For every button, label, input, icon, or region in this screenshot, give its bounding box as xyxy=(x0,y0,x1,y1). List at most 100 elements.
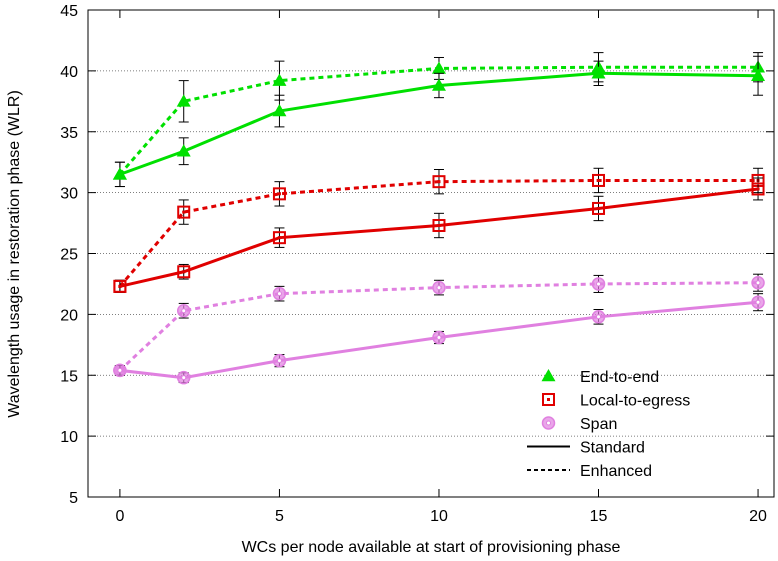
y-tick-label-10: 10 xyxy=(60,429,78,446)
data-point-local-to-egress-standard-2-outer xyxy=(272,231,286,245)
data-point-local-to-egress-enhanced-3-inner xyxy=(437,180,441,184)
y-axis-label: Wavelength usage in restoration phase (W… xyxy=(6,90,23,418)
data-point-local-to-egress-enhanced-1-inner xyxy=(182,210,186,214)
data-point-span-enhanced-4-inner xyxy=(596,281,602,287)
data-point-span-standard-1-inner xyxy=(181,375,187,381)
data-point-local-to-egress-standard-5 xyxy=(751,182,765,196)
legend-label-span: Span xyxy=(580,416,617,433)
data-point-span-standard-2-inner xyxy=(276,358,282,364)
legend-marker-local-to-egress-outer xyxy=(542,393,555,406)
y-tick-label-40: 40 xyxy=(60,64,78,81)
data-point-local-to-egress-standard-3-inner xyxy=(437,223,441,227)
series-line-end-to-end-enhanced xyxy=(118,65,759,176)
series-line-end-to-end-standard xyxy=(119,71,759,176)
data-point-local-to-egress-standard-0-inner xyxy=(118,284,122,288)
legend-label-standard: Standard xyxy=(580,440,645,457)
data-point-span-standard-2 xyxy=(272,353,287,368)
data-point-end-to-end-enhanced-1 xyxy=(176,94,191,107)
y-tick-label-20: 20 xyxy=(60,307,78,324)
data-point-local-to-egress-standard-4-outer xyxy=(592,201,606,215)
axis-ticks: 5 10 15 20 25 30 35 40 45 0 5 10 15 20 xyxy=(60,3,774,525)
series-local-to-egress-standard xyxy=(113,177,765,293)
data-point-local-to-egress-standard-5-inner xyxy=(756,187,760,191)
data-point-local-to-egress-enhanced-4-inner xyxy=(597,178,601,182)
x-tick-label-20: 20 xyxy=(749,508,767,525)
legend-marker-span-inner xyxy=(546,420,551,426)
data-point-local-to-egress-standard-5-outer xyxy=(751,182,765,196)
y-tick-label-5: 5 xyxy=(69,490,78,507)
data-point-local-to-egress-standard-3 xyxy=(432,218,446,232)
data-point-local-to-egress-standard-2 xyxy=(272,231,286,245)
data-point-local-to-egress-standard-2-inner xyxy=(277,236,281,240)
x-tick-label-15: 15 xyxy=(590,508,608,525)
data-point-span-enhanced-2 xyxy=(272,286,287,301)
data-point-local-to-egress-enhanced-2-outer xyxy=(272,187,286,201)
data-point-local-to-egress-enhanced-2 xyxy=(272,187,286,201)
y-tick-label-45: 45 xyxy=(60,3,78,20)
data-point-local-to-egress-standard-1-inner xyxy=(182,270,186,274)
data-point-span-standard-0-inner xyxy=(117,367,123,373)
data-point-span-enhanced-1-inner xyxy=(181,308,187,314)
series-line-local-to-egress-standard xyxy=(119,187,759,288)
data-point-span-standard-4 xyxy=(591,310,606,324)
series-group xyxy=(112,52,766,385)
data-point-span-standard-4-inner xyxy=(596,314,602,320)
series-line-span-standard xyxy=(119,300,759,380)
data-point-local-to-egress-enhanced-3-outer xyxy=(432,175,446,189)
x-tick-label-0: 0 xyxy=(115,508,124,525)
data-point-span-enhanced-4 xyxy=(591,277,606,291)
legend: End-to-end Local-to-egress Span Standard Enh… xyxy=(527,369,690,480)
series-line-local-to-egress-enhanced xyxy=(118,178,759,288)
data-point-span-enhanced-5-inner xyxy=(755,280,761,286)
y-tick-label-25: 25 xyxy=(60,247,78,264)
y-tick-label-15: 15 xyxy=(60,368,78,385)
data-point-span-enhanced-1 xyxy=(176,303,191,318)
data-point-local-to-egress-standard-4 xyxy=(592,201,606,215)
data-point-end-to-end-standard-5 xyxy=(751,68,766,81)
series-end-to-end-enhanced xyxy=(112,52,766,188)
data-point-local-to-egress-standard-0-outer xyxy=(113,279,127,293)
data-point-local-to-egress-standard-3-outer xyxy=(432,218,446,232)
data-point-local-to-egress-enhanced-1-outer xyxy=(177,205,191,219)
data-point-end-to-end-standard-2 xyxy=(272,104,287,117)
data-point-span-standard-0 xyxy=(113,363,127,378)
data-point-local-to-egress-standard-1-outer xyxy=(177,265,191,279)
legend-label-local-to-egress: Local-to-egress xyxy=(580,393,690,410)
data-point-span-enhanced-3 xyxy=(432,280,446,295)
data-point-end-to-end-standard-3 xyxy=(431,78,446,91)
data-point-end-to-end-standard-4 xyxy=(591,66,606,79)
series-line-span-enhanced xyxy=(118,281,759,372)
data-point-span-enhanced-3-inner xyxy=(436,285,442,291)
data-point-end-to-end-enhanced-2 xyxy=(272,73,287,86)
series-span-standard xyxy=(113,293,765,385)
data-point-local-to-egress-standard-4-inner xyxy=(597,206,601,210)
legend-marker-local-to-egress xyxy=(542,393,555,406)
legend-marker-local-to-egress-inner xyxy=(547,398,550,401)
y-tick-label-30: 30 xyxy=(60,186,78,203)
data-point-local-to-egress-enhanced-4-outer xyxy=(592,173,606,187)
data-point-span-standard-5-inner xyxy=(755,299,761,305)
data-point-end-to-end-standard-0 xyxy=(112,167,127,180)
x-tick-label-5: 5 xyxy=(275,508,284,525)
data-point-span-enhanced-2-inner xyxy=(276,291,282,297)
legend-label-end-to-end: End-to-end xyxy=(580,369,659,386)
y-tick-label-35: 35 xyxy=(60,125,78,142)
data-point-span-standard-5 xyxy=(751,295,765,309)
legend-label-enhanced: Enhanced xyxy=(580,463,652,480)
legend-marker-span xyxy=(541,416,556,430)
data-point-local-to-egress-enhanced-1 xyxy=(177,205,191,219)
x-axis-label: WCs per node available at start of provi… xyxy=(242,539,621,556)
data-point-end-to-end-standard-1 xyxy=(176,144,191,157)
data-point-span-enhanced-5 xyxy=(751,275,765,290)
grid-lines xyxy=(88,70,774,437)
data-point-span-standard-1 xyxy=(176,370,191,385)
series-end-to-end-standard xyxy=(112,55,766,188)
data-point-local-to-egress-standard-0 xyxy=(113,279,127,293)
x-tick-label-10: 10 xyxy=(430,508,448,525)
data-point-local-to-egress-standard-1 xyxy=(177,265,191,279)
data-point-local-to-egress-enhanced-2-inner xyxy=(277,192,281,196)
data-point-local-to-egress-enhanced-4 xyxy=(592,173,606,187)
data-point-local-to-egress-enhanced-3 xyxy=(432,175,446,189)
data-point-span-standard-3-inner xyxy=(436,335,442,341)
